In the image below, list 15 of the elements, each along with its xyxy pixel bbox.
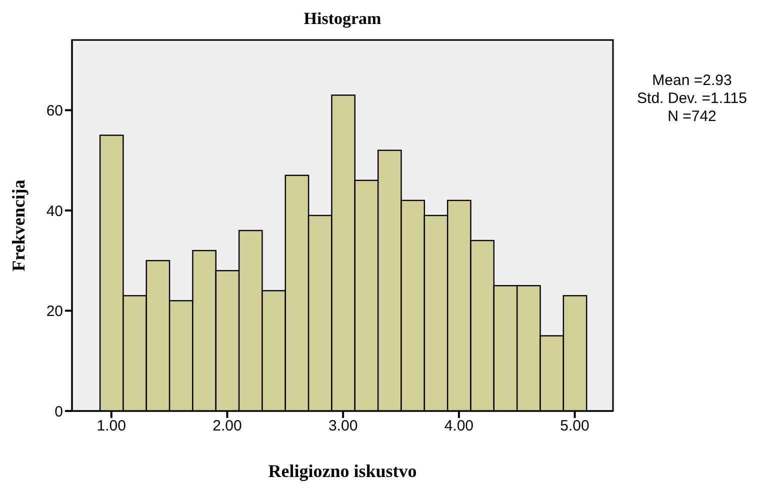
text: N =742 xyxy=(666,108,718,126)
y-tick-label: 60 xyxy=(46,102,63,120)
y-tick-label: 40 xyxy=(46,202,63,220)
x-tick-label: 1.00 xyxy=(96,418,126,435)
y-tick-label: 0 xyxy=(54,403,63,420)
x-tick-label: 2.00 xyxy=(212,418,242,435)
x-axis-title: Religiozno iskustvo xyxy=(268,461,417,481)
x-tick-label: 4.00 xyxy=(444,418,474,435)
x-tick-label: 3.00 xyxy=(328,418,358,435)
chart-title: Histogram xyxy=(302,9,382,29)
y-axis-title: Frekvencija xyxy=(8,180,28,272)
y-tick-label: 20 xyxy=(46,303,63,320)
text: Std. Dev. =1.115 xyxy=(636,90,748,108)
x-tick-label: 5.00 xyxy=(560,418,590,435)
text: Mean =2.93 xyxy=(651,72,733,90)
